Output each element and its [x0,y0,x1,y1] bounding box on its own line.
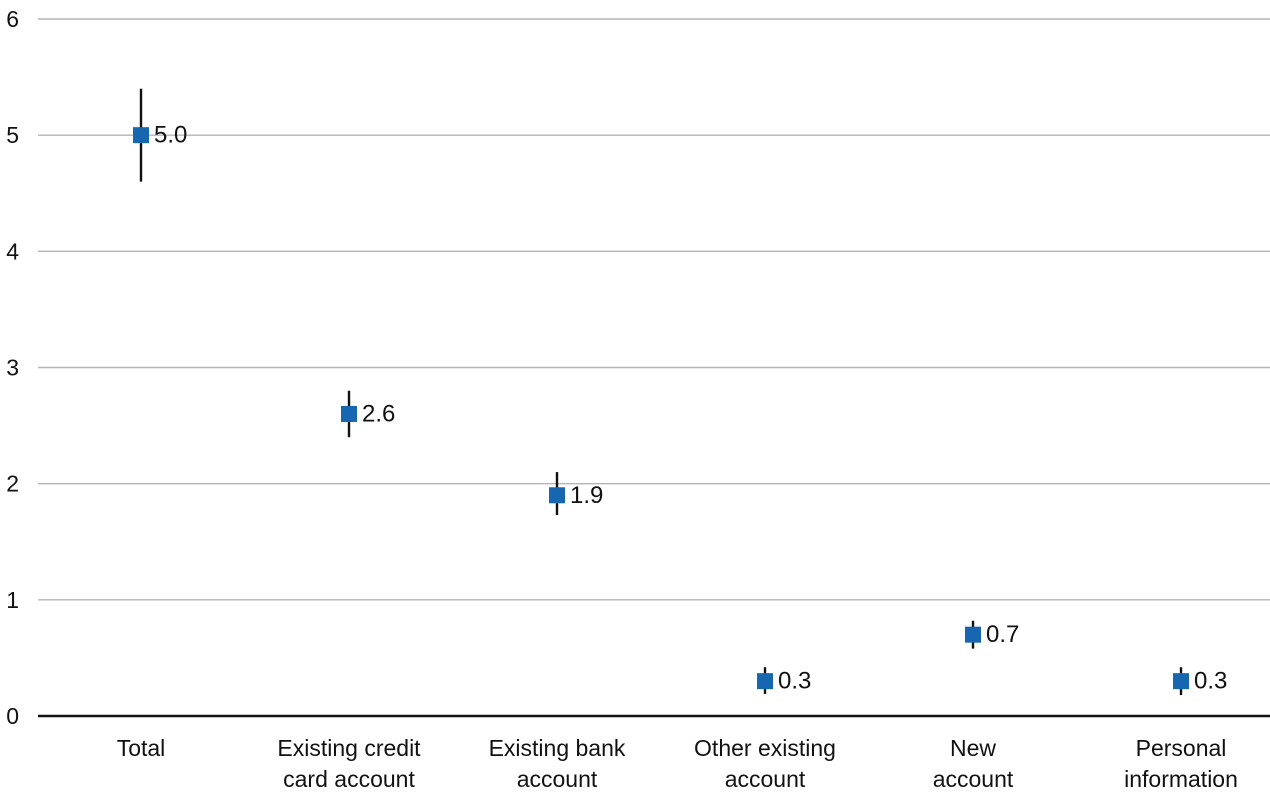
x-category-label-line: account [517,766,598,792]
x-category-label-line: Existing credit [277,735,421,761]
x-category-label-line: Other existing [694,735,836,761]
x-category-label: Personal information [1124,735,1238,792]
y-tick-label: 3 [6,355,19,381]
x-category-label-line: account [933,766,1014,792]
data-value-label: 0.7 [986,621,1019,648]
data-point-marker [133,127,149,144]
data-point-marker [757,673,773,690]
y-tick-label: 5 [6,122,19,148]
x-category-label-line: account [725,766,806,792]
x-category-label-line: Existing bank [489,735,626,761]
data-value-label: 0.3 [1194,668,1227,695]
data-point-marker [965,626,981,643]
x-category-label: Other existing account [694,735,836,792]
y-tick-label: 6 [6,6,19,32]
data-value-label: 1.9 [570,482,603,509]
y-tick-label: 4 [6,238,19,264]
y-tick-label: 0 [6,703,19,729]
y-tick-label: 2 [6,471,19,497]
x-category-label-line: Personal [1136,735,1227,761]
x-category-label: New account [933,735,1014,792]
data-point-marker [341,405,357,422]
x-category-label-line: Total [117,735,166,761]
data-value-label: 5.0 [154,122,187,149]
data-value-label: 0.3 [778,668,811,695]
data-point-marker [1173,673,1189,690]
data-point-marker [549,487,565,504]
x-category-label-line: New [950,735,996,761]
x-category-label: Total [117,735,166,761]
x-category-label-line: card account [283,766,415,792]
data-value-label: 2.6 [362,400,395,427]
x-category-label: Existing bank account [489,735,626,792]
y-tick-label: 1 [6,587,19,613]
x-category-label: Existing credit card account [277,735,421,792]
x-category-label-line: information [1124,766,1238,792]
